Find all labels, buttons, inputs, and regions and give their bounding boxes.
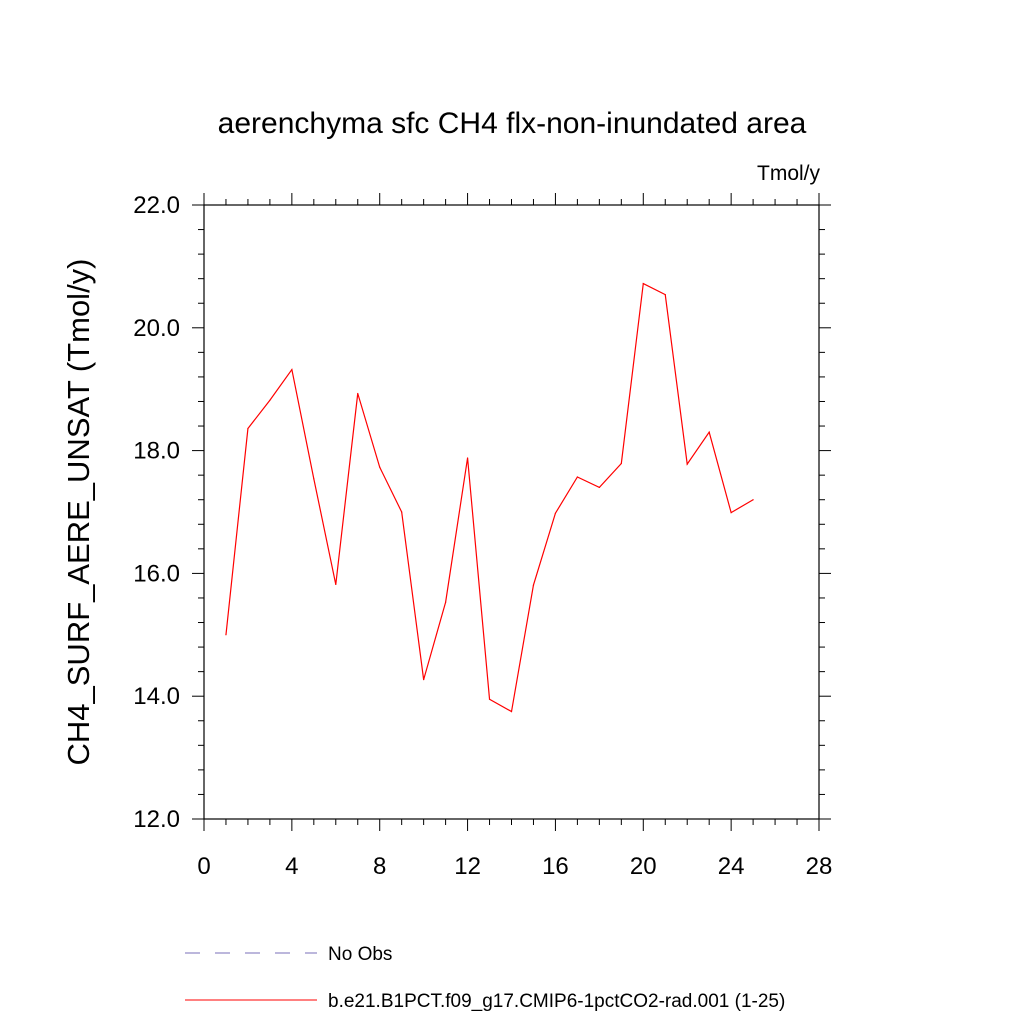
data-point (313, 478, 315, 480)
y-tick-label: 18.0 (133, 438, 180, 465)
x-tick-label: 28 (806, 853, 833, 880)
data-point (445, 601, 447, 603)
data-point (510, 710, 513, 713)
y-tick-label: 22.0 (133, 192, 180, 219)
plot-frame (203, 204, 820, 820)
data-point (379, 466, 381, 468)
data-point (357, 392, 359, 395)
data-point (752, 499, 754, 501)
data-point (532, 584, 535, 586)
plot-area (225, 282, 754, 713)
data-point (401, 511, 403, 513)
y-tick-label: 16.0 (133, 560, 180, 587)
data-point (335, 583, 337, 586)
x-tick-label: 0 (197, 853, 210, 880)
x-tick-label: 24 (718, 853, 745, 880)
data-point (664, 294, 666, 296)
x-tick-label: 16 (542, 853, 569, 880)
data-point (620, 462, 622, 465)
data-point (225, 634, 227, 636)
x-tick-label: 20 (630, 853, 657, 880)
y-tick-label: 20.0 (133, 315, 180, 342)
data-point (686, 463, 688, 465)
legend: No Obs b.e21.B1PCT.f09_g17.CMIP6-1pctCO2… (185, 944, 785, 1012)
data-point (642, 282, 644, 285)
legend-label-series: b.e21.B1PCT.f09_g17.CMIP6-1pctCO2-rad.00… (328, 991, 785, 1012)
units-label: Tmol/y (757, 162, 821, 185)
y-tick-label: 14.0 (133, 683, 180, 710)
data-point (576, 476, 578, 478)
data-point (708, 431, 710, 433)
data-point (423, 679, 425, 681)
data-point (466, 457, 469, 459)
data-point (730, 512, 732, 514)
data-point (291, 368, 293, 371)
x-tick-label: 8 (373, 853, 386, 880)
y-tick-label: 12.0 (133, 806, 180, 833)
x-tick-label: 12 (454, 853, 481, 880)
series-line (225, 282, 754, 713)
data-point (269, 399, 271, 401)
legend-label-no-obs: No Obs (328, 944, 392, 965)
x-tick-label: 4 (285, 853, 298, 880)
y-axis-label: CH4_SURF_AERE_UNSAT (Tmol/y) (61, 258, 96, 765)
chart-title: aerenchyma sfc CH4 flx-non-inundated are… (218, 107, 807, 140)
axis-ticks: 0 4 8 12 16 20 24 28 12.0 14.0 16.0 18.0 20.0 22.0 (133, 192, 832, 880)
data-point (247, 427, 249, 430)
data-point (488, 698, 491, 700)
data-point (554, 512, 557, 514)
data-point (598, 486, 600, 489)
